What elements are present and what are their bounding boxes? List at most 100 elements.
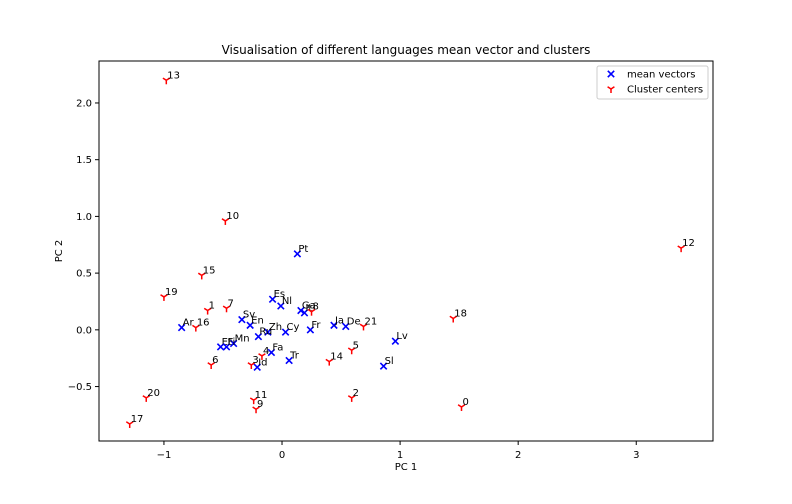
point-label: 15: [203, 265, 216, 276]
cluster-center-point: [203, 307, 212, 315]
cluster-center-point: [457, 404, 466, 411]
cluster-center-point: [449, 315, 458, 323]
point-label: Es: [274, 289, 286, 300]
y-tick-label: 0.0: [76, 325, 92, 336]
cluster-center-point: [325, 358, 334, 366]
point-label: 9: [257, 399, 263, 410]
legend: mean vectors Cluster centers: [596, 65, 709, 100]
x-axis-title: PC 1: [395, 462, 418, 473]
point-label: Fa: [272, 343, 283, 354]
x-tick-label: 0: [279, 450, 285, 461]
mean-vector-point: [297, 306, 305, 315]
legend-label: Cluster centers: [627, 85, 703, 96]
point-label: Ja: [334, 315, 344, 326]
mean-vector-point: [229, 339, 238, 348]
y-tick-label: −0.5: [68, 382, 92, 393]
legend-box: [596, 65, 709, 100]
y-axis-title: PC 2: [54, 240, 65, 263]
legend-marker-tri: [607, 86, 615, 93]
cluster-center-point: [125, 421, 134, 428]
mean-vector-point: [342, 322, 350, 331]
cluster-center-point: [247, 362, 256, 369]
cluster-center-point: [347, 395, 356, 402]
y-tick-label: 1.0: [76, 212, 92, 223]
y-tick-label: 1.5: [76, 155, 92, 166]
x-tick-label: −1: [157, 450, 172, 461]
point-label: 5: [353, 340, 359, 351]
point-label: 8: [313, 302, 319, 313]
mean-vector-point: [267, 348, 276, 357]
point-label: 0: [462, 397, 468, 408]
point-label: 17: [131, 414, 144, 425]
point-label: Id: [258, 357, 267, 368]
mean-vector-point: [330, 321, 338, 330]
mean-vector-point: [281, 328, 290, 336]
mean-vector-point: [177, 323, 186, 332]
axis-ticks: −1 0 1 2 3 −0.5 0.0 0.5 1.0 1.5 2.0: [68, 98, 640, 461]
point-label: 3: [252, 355, 258, 366]
point-label: 10: [226, 211, 239, 222]
cluster-center-point: [221, 218, 230, 225]
mean-vector-point: [300, 309, 309, 317]
point-label: Sv: [243, 310, 255, 321]
cluster-center-point: [162, 77, 171, 85]
x-tick-label: 2: [515, 450, 521, 461]
point-label: 4: [263, 346, 269, 357]
point-label: Fr: [311, 320, 321, 331]
cluster-center-point: [207, 362, 215, 369]
point-label: 20: [147, 388, 160, 399]
x-tick-label: 3: [633, 450, 639, 461]
chart-title: Visualisation of different languages mea…: [222, 43, 591, 57]
point-label: Sl: [385, 356, 394, 367]
point-label: 14: [330, 352, 343, 363]
mean-vector-point: [306, 326, 315, 334]
point-label: Fi: [228, 337, 236, 348]
point-label: Ga: [302, 301, 316, 312]
mean-vector-point: [285, 356, 293, 365]
cluster-center-point: [677, 245, 685, 253]
cluster-center-point: [197, 272, 206, 280]
legend-label: mean vectors: [627, 70, 695, 81]
point-label: Ru: [259, 327, 272, 338]
cluster-center-point: [249, 397, 258, 405]
point-label: En: [251, 315, 264, 326]
mean-vector-point: [293, 250, 302, 258]
point-label: Nl: [282, 296, 292, 307]
mean-vector-point: [254, 332, 263, 341]
point-label: 16: [197, 318, 210, 329]
legend-marker-x: [607, 70, 615, 78]
point-label: 11: [255, 390, 268, 401]
mean-vector-point: [379, 362, 388, 370]
point-label: Et: [222, 337, 232, 348]
cluster-center-point: [192, 324, 200, 332]
mean-vector-point: [238, 315, 246, 324]
cluster-center-point: [258, 353, 266, 360]
cluster-center-point: [160, 294, 168, 301]
point-label: 12: [682, 238, 695, 249]
point-label: 1: [209, 301, 215, 312]
point-label: Pt: [298, 244, 308, 255]
point-label: Tr: [289, 350, 300, 361]
cluster-center-point: [307, 308, 316, 316]
cluster-center-point: [347, 347, 356, 355]
cluster-center-point: [142, 395, 151, 402]
point-label: Mn: [235, 333, 250, 344]
mean-vector-point: [253, 363, 261, 372]
mean-vector-point: [391, 337, 400, 345]
mean-vector-point: [277, 302, 285, 310]
mean-vector-point: [268, 295, 277, 303]
y-tick-label: 0.5: [76, 269, 92, 280]
point-label: 21: [364, 316, 377, 327]
point-label: 7: [228, 298, 234, 309]
y-tick-label: 2.0: [76, 98, 92, 109]
axes-frame: [98, 60, 714, 442]
cluster-center-point: [222, 305, 231, 313]
point-label: 2: [353, 388, 359, 399]
mean-vector-point: [222, 343, 231, 351]
point-label: It: [305, 303, 312, 314]
point-label: De: [347, 316, 361, 327]
mean-vector-point: [216, 343, 225, 351]
x-tick-label: 1: [397, 450, 403, 461]
